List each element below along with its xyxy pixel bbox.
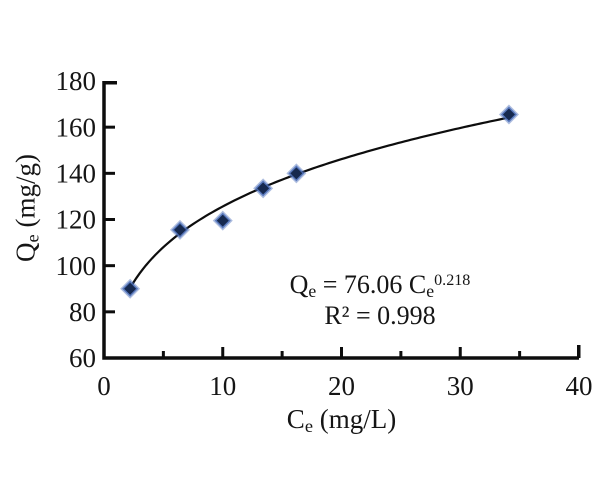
equation-mid: = 76.06 C: [316, 270, 427, 299]
fit-equation-line: Qe = 76.06 Ce0.218: [230, 269, 530, 300]
y-axis-title-subscript: e: [22, 234, 43, 243]
y-axis-title-base: Q: [10, 242, 41, 262]
equation-lhs-subscript: e: [308, 280, 317, 301]
fit-equation-annotation: Qe = 76.06 Ce0.218 R² = 0.998: [230, 269, 530, 331]
x-axis-title-base: C: [286, 404, 305, 434]
y-tick-label: 160: [56, 112, 97, 142]
data-point-marker: [174, 223, 186, 236]
y-tick-label: 140: [56, 159, 97, 189]
data-point-marker: [502, 108, 515, 121]
data-point-marker: [290, 167, 303, 180]
data-point-marker: [257, 182, 270, 195]
x-tick-label: 0: [97, 371, 111, 401]
y-tick-label: 80: [69, 297, 96, 327]
y-tick-label: 180: [56, 66, 97, 96]
equation-rhs-subscript: e: [426, 280, 435, 301]
x-tick-label: 20: [328, 371, 355, 401]
data-point-marker: [124, 282, 137, 295]
y-tick-label: 100: [56, 251, 97, 281]
x-axis-title-subscript: e: [304, 416, 313, 437]
y-axis-title-units: (mg/g): [10, 154, 41, 235]
x-axis-title: Ce (mg/L): [104, 404, 579, 435]
x-tick-label: 30: [447, 371, 474, 401]
equation-lhs: Q: [289, 270, 309, 299]
y-tick-label: 60: [69, 343, 96, 373]
equation-exponent: 0.218: [434, 271, 471, 289]
y-tick-label: 120: [56, 205, 97, 235]
x-axis-title-units: (mg/L): [312, 404, 397, 434]
x-tick-label: 10: [209, 371, 236, 401]
y-axis-title: Qe (mg/g): [10, 154, 43, 262]
fit-curve: [129, 116, 510, 289]
r-squared-line: R² = 0.998: [324, 301, 436, 330]
data-point-marker: [216, 214, 229, 227]
x-tick-label: 40: [566, 371, 593, 401]
